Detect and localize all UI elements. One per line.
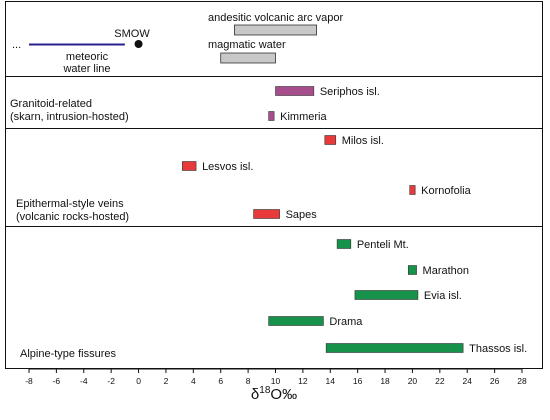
smow-label: SMOW (114, 28, 150, 40)
range-bar-label: Milos isl. (342, 135, 384, 147)
range-bar-label: Marathon (423, 265, 469, 277)
x-tick-label: 14 (326, 376, 336, 386)
meteoric-label-line1: meteoric (66, 51, 109, 63)
group-label-alpine: Alpine-type fissures (20, 348, 116, 360)
x-tick-label: 0 (136, 376, 141, 386)
range-bar-label: Drama (329, 316, 363, 328)
meteoric-dots: ... (12, 39, 21, 51)
range-bar-label: Sapes (286, 209, 318, 221)
x-tick-label: 8 (246, 376, 251, 386)
range-bar (408, 265, 417, 275)
smow-marker (134, 40, 143, 48)
andesitic-vapor-range-bar (234, 24, 317, 36)
range-bar (324, 135, 337, 145)
x-tick-label: 24 (462, 376, 472, 386)
group-label-granitoid-line2: (skarn, intrusion-hosted) (10, 111, 129, 123)
range-bar (182, 161, 197, 171)
data-bars: Seriphos isl. Kimmeria Milos isl. Lesvos is… (182, 86, 527, 355)
range-bar (268, 316, 324, 326)
x-tick-label: -2 (107, 376, 115, 386)
range-bar (409, 185, 416, 195)
x-tick-label: -8 (25, 376, 33, 386)
x-tick-label: 28 (517, 376, 527, 386)
x-axis: -8 -6 -4 -2 0 2 4 6 8 10 12 14 16 18 20 22 24 26 28 (25, 368, 527, 386)
range-bar-label: Kimmeria (280, 111, 327, 123)
x-axis-title-sup: 18 (259, 385, 271, 396)
magmatic-water-label: magmatic water (208, 39, 286, 51)
range-bar (268, 111, 275, 121)
range-bar-label: Thassos isl. (469, 343, 527, 355)
x-tick-label: 20 (408, 376, 418, 386)
x-tick-label: 6 (218, 376, 223, 386)
range-bar (253, 209, 280, 219)
range-bar-label: Evia isl. (424, 290, 462, 302)
range-bar (325, 343, 464, 353)
x-tick-label: 12 (298, 376, 308, 386)
x-axis-title: δ18O‰ (251, 385, 297, 403)
range-bar (275, 86, 315, 96)
group-label-epithermal-line1: Epithermal-style veins (16, 198, 124, 210)
x-tick-label: 4 (191, 376, 196, 386)
range-bar (354, 290, 419, 300)
x-tick-label: 18 (380, 376, 390, 386)
magmatic-water-range-bar (220, 52, 276, 64)
x-tick-label: -6 (53, 376, 61, 386)
range-bar-label: Kornofolia (421, 185, 471, 197)
x-tick-label: 10 (271, 376, 281, 386)
x-tick-label: -4 (80, 376, 88, 386)
x-axis-title-main: δ (251, 386, 259, 403)
range-bar-label: Lesvos isl. (202, 161, 253, 173)
x-tick-label: 26 (490, 376, 500, 386)
group-label-epithermal-line2: (volcanic rocks-hosted) (16, 211, 129, 223)
range-bar-label: Penteli Mt. (357, 239, 409, 251)
x-tick-label: 2 (164, 376, 169, 386)
range-bar (336, 239, 352, 249)
group-label-granitoid-line1: Granitoid-related (10, 98, 92, 110)
x-tick-label: 22 (435, 376, 445, 386)
x-tick-label: 16 (353, 376, 363, 386)
andesitic-vapor-label: andesitic volcanic arc vapor (208, 12, 343, 24)
meteoric-label-line2: water line (62, 63, 110, 75)
x-axis-title-rest: O‰ (270, 386, 297, 403)
range-bar-label: Seriphos isl. (320, 86, 380, 98)
